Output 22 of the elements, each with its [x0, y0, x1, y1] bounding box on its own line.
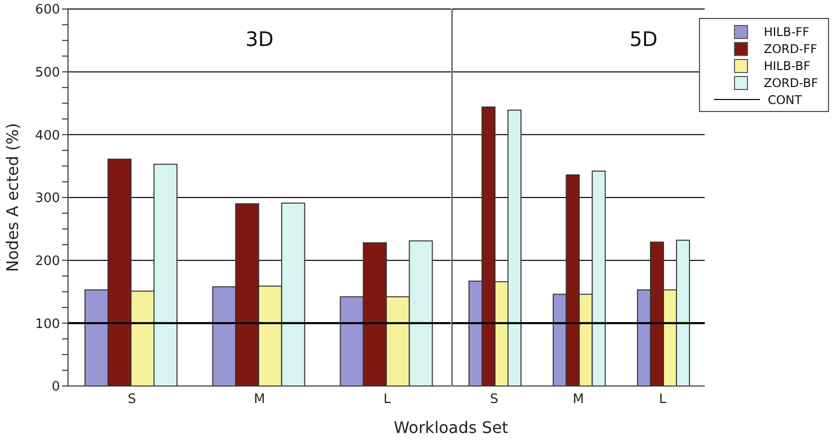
- x-tick-label: L: [384, 392, 392, 408]
- y-tick-label: 200: [35, 254, 60, 269]
- x-tick-label: S: [490, 392, 498, 408]
- legend-label: HILB-FF: [764, 24, 810, 38]
- text: 5D: [629, 27, 658, 51]
- text: 3D: [244, 27, 275, 51]
- legend-label: ZORD-FF: [764, 42, 818, 56]
- legend-label: ZORD-BF: [764, 76, 818, 90]
- legend-label: CONT: [768, 92, 802, 106]
- x-tick-label: S: [128, 392, 136, 408]
- y-tick-label: 300: [35, 191, 60, 206]
- x-tick-label: L: [658, 392, 667, 408]
- x-tick-label: M: [254, 392, 266, 408]
- x-tick-label: M: [572, 392, 584, 408]
- y-tick-label: 600: [35, 2, 60, 18]
- y-tick-label: 500: [35, 65, 60, 80]
- legend-label: HILB-BF: [764, 58, 810, 72]
- y-tick-label: 0: [52, 380, 60, 395]
- x-axis-title: Workloads Set: [392, 418, 510, 437]
- y-tick-label: 400: [35, 128, 60, 144]
- y-tick-label: 100: [35, 316, 60, 332]
- y-axis-title: Nodes A ected (%): [3, 123, 22, 272]
